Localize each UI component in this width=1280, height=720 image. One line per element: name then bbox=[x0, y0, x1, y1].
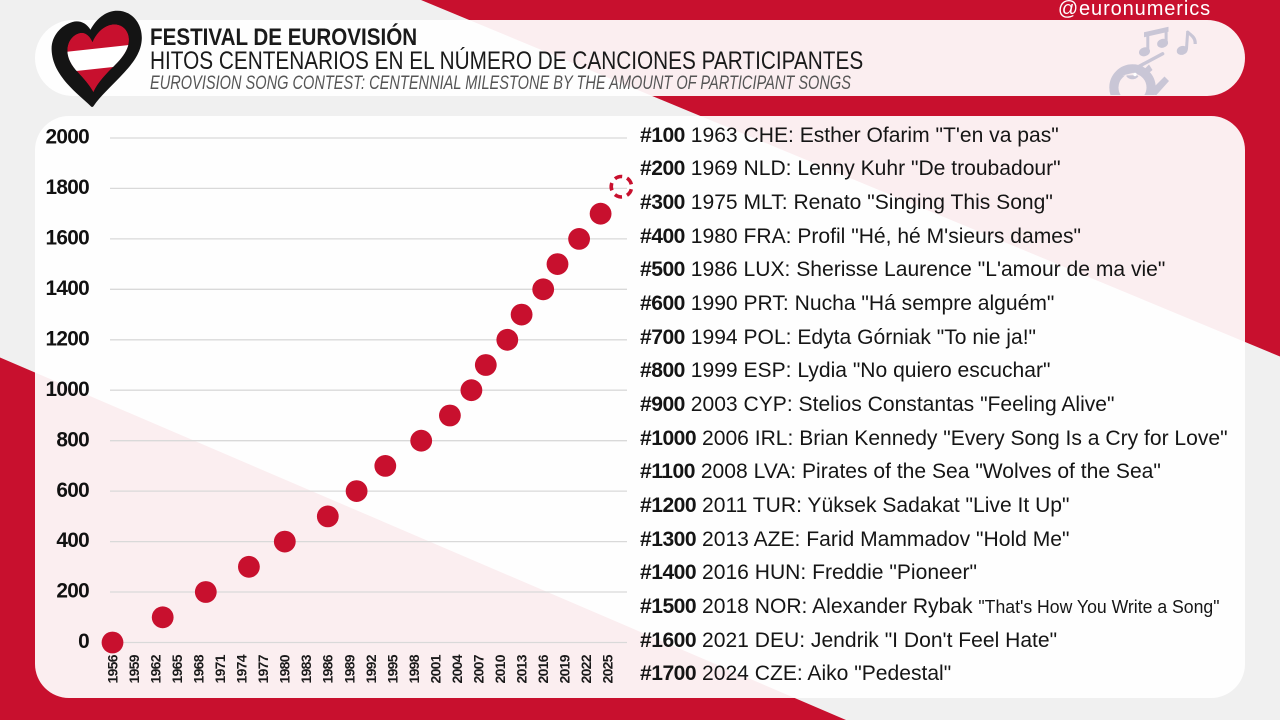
svg-text:2000: 2000 bbox=[46, 126, 90, 149]
svg-text:2010: 2010 bbox=[492, 654, 508, 683]
svg-text:1000: 1000 bbox=[46, 378, 90, 401]
svg-text:600: 600 bbox=[56, 479, 89, 502]
svg-text:1968: 1968 bbox=[191, 654, 207, 683]
svg-text:1400: 1400 bbox=[46, 277, 90, 300]
svg-text:2007: 2007 bbox=[471, 654, 487, 683]
svg-text:800: 800 bbox=[56, 428, 89, 451]
svg-text:1983: 1983 bbox=[298, 654, 314, 683]
svg-text:1965: 1965 bbox=[169, 654, 185, 683]
svg-text:400: 400 bbox=[56, 529, 89, 552]
svg-text:2022: 2022 bbox=[578, 654, 594, 683]
svg-text:2004: 2004 bbox=[449, 654, 465, 683]
svg-text:1974: 1974 bbox=[234, 654, 250, 683]
svg-text:2019: 2019 bbox=[557, 654, 573, 683]
svg-text:1800: 1800 bbox=[46, 176, 90, 199]
svg-text:1992: 1992 bbox=[363, 654, 379, 683]
svg-text:200: 200 bbox=[56, 580, 89, 603]
svg-text:1980: 1980 bbox=[277, 654, 293, 683]
svg-text:2013: 2013 bbox=[514, 654, 530, 683]
svg-text:1977: 1977 bbox=[255, 654, 271, 683]
svg-text:1971: 1971 bbox=[212, 654, 228, 683]
svg-text:1995: 1995 bbox=[384, 654, 400, 683]
svg-text:1959: 1959 bbox=[126, 654, 142, 683]
svg-text:1989: 1989 bbox=[341, 654, 357, 683]
svg-text:2025: 2025 bbox=[600, 654, 616, 683]
svg-text:2016: 2016 bbox=[535, 654, 551, 683]
svg-text:1200: 1200 bbox=[46, 327, 90, 350]
svg-text:2001: 2001 bbox=[427, 654, 443, 683]
svg-text:1962: 1962 bbox=[148, 654, 164, 683]
svg-text:1600: 1600 bbox=[46, 227, 90, 250]
svg-text:1998: 1998 bbox=[406, 654, 422, 683]
svg-text:1986: 1986 bbox=[320, 654, 336, 683]
svg-text:1956: 1956 bbox=[104, 654, 120, 683]
svg-text:0: 0 bbox=[78, 630, 89, 653]
